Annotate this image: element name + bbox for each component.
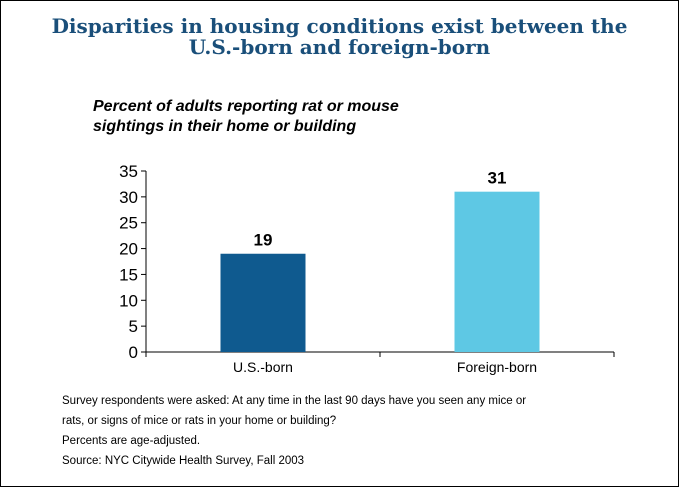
bar-data-label: 31 xyxy=(488,169,507,188)
note-line-2: rats, or signs of mice or rats in your h… xyxy=(62,415,337,427)
chart-subtitle: Percent of adults reporting rat or mouse… xyxy=(93,97,513,137)
note-line-3: Percents are age-adjusted. xyxy=(62,435,201,447)
x-category-label: U.S.-born xyxy=(233,359,293,375)
note-line-1: Survey respondents were asked: At any ti… xyxy=(62,395,527,407)
chart-subtitle-line-2: sightings in their home or building xyxy=(93,118,357,135)
bar-foreign-born xyxy=(454,191,540,352)
chart-subtitle-line-1: Percent of adults reporting rat or mouse xyxy=(93,98,399,115)
y-tick-label: 35 xyxy=(119,162,138,181)
bar-data-label: 19 xyxy=(254,231,273,250)
chart-title: Disparities in housing conditions exist … xyxy=(0,16,679,58)
chart-title-line-2: U.S.-born and foreign-born xyxy=(188,35,491,59)
y-tick-label: 20 xyxy=(119,240,138,259)
y-tick-label: 30 xyxy=(119,188,138,207)
bar-u-s-born xyxy=(220,253,306,352)
source-note: Source: NYC Citywide Health Survey, Fall… xyxy=(62,455,305,467)
x-category-label: Foreign-born xyxy=(457,359,537,375)
y-tick-label: 25 xyxy=(119,214,138,233)
y-tick-label: 10 xyxy=(119,291,138,310)
chart-title-line-1: Disparities in housing conditions exist … xyxy=(51,14,628,38)
y-tick-label: 5 xyxy=(129,317,138,336)
y-tick-label: 15 xyxy=(119,265,138,284)
chart-notes: Survey respondents were asked: At any ti… xyxy=(62,391,662,471)
y-tick-label: 0 xyxy=(129,343,138,362)
